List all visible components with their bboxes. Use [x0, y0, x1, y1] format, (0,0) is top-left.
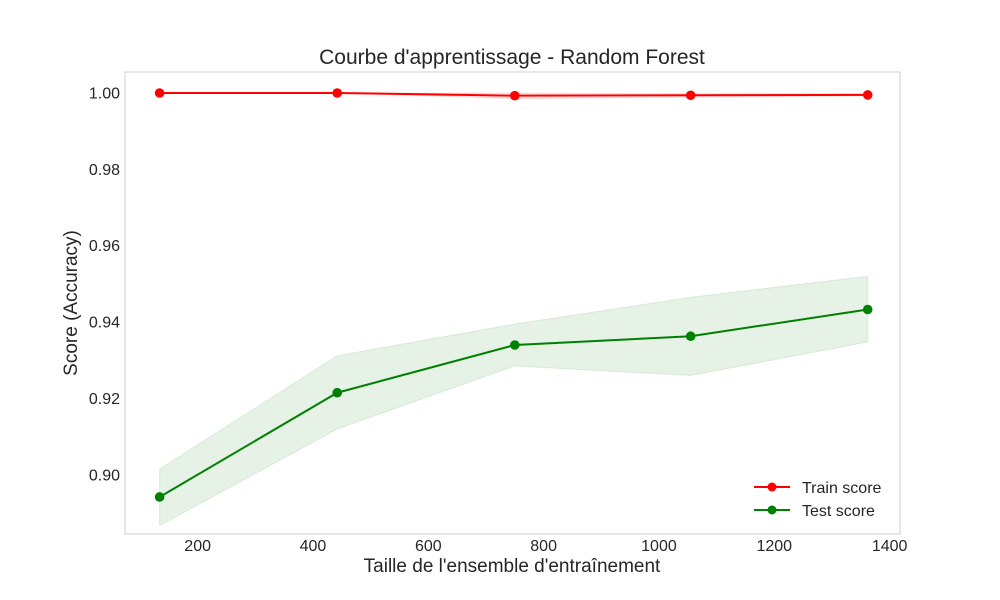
- point-test-score: [510, 340, 520, 350]
- legend-label-train: Train score: [802, 480, 882, 497]
- legend: Train score Test score: [754, 480, 882, 520]
- legend-marker-test: [767, 505, 777, 515]
- x-axis-ticks: 200 400 600 800 1000 1200 1400: [184, 538, 907, 555]
- x-tick-label: 1000: [641, 538, 677, 555]
- y-tick-label: 0.98: [89, 162, 120, 179]
- point-train-score: [862, 90, 873, 100]
- legend-marker-train: [767, 482, 777, 492]
- x-tick-label: 400: [300, 538, 327, 555]
- y-tick-label: 0.96: [89, 238, 120, 255]
- x-tick-label: 200: [184, 538, 211, 555]
- point-test-score: [154, 492, 165, 502]
- chart-title: Courbe d'apprentissage - Random Forest: [319, 46, 705, 69]
- point-train-score: [154, 88, 165, 98]
- legend-label-test: Test score: [802, 503, 875, 520]
- series-points: [154, 88, 873, 502]
- x-tick-label: 1400: [872, 538, 908, 555]
- point-train-score: [332, 88, 343, 98]
- y-axis-label: Score (Accuracy): [61, 230, 82, 376]
- y-tick-label: 0.90: [89, 467, 120, 484]
- x-tick-label: 800: [530, 538, 557, 555]
- point-train-score: [510, 90, 520, 101]
- y-tick-label: 0.94: [89, 315, 120, 332]
- x-tick-label: 1200: [756, 538, 792, 555]
- point-test-score: [332, 387, 343, 398]
- plot-area: [124, 71, 901, 535]
- y-tick-label: 0.92: [89, 391, 120, 408]
- y-axis-ticks: 0.90 0.92 0.94 0.96 0.98 1.00: [89, 86, 120, 485]
- x-tick-label: 600: [415, 538, 442, 555]
- y-tick-label: 1.00: [89, 86, 120, 103]
- x-axis-label: Taille de l'ensemble d'entraînement: [364, 556, 661, 577]
- point-train-score: [685, 90, 696, 101]
- point-test-score: [862, 304, 873, 315]
- point-test-score: [685, 331, 696, 342]
